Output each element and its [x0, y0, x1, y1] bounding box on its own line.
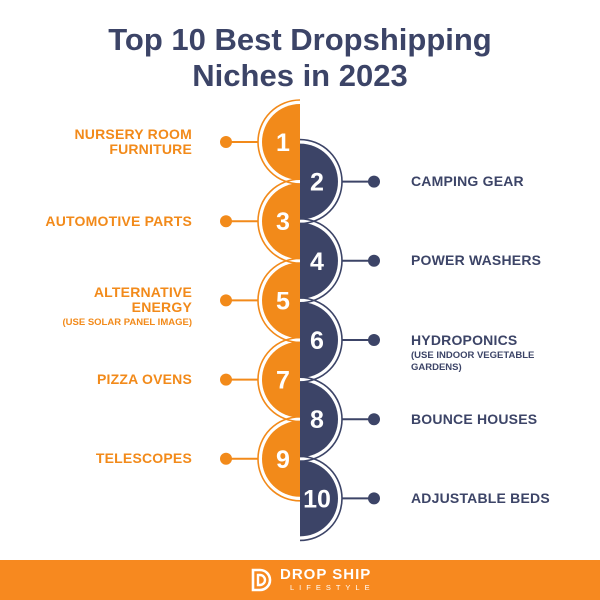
niche-10-dot [368, 492, 380, 505]
niche-8-dot [368, 413, 380, 426]
niche-5-half-disk [262, 262, 300, 339]
niche-2-dot [368, 175, 380, 188]
logo-line-2: LIFESTYLE [290, 583, 375, 592]
niche-10-node: 10 [299, 455, 380, 542]
niche-3-ring [257, 178, 301, 264]
niche-5-label-note: (USE SOLAR PANEL IMAGE) [62, 317, 193, 329]
niche-9-number: 9 [276, 446, 290, 474]
niche-3-half-disk [262, 183, 300, 260]
niche-8-label: BOUNCE HOUSES [411, 410, 581, 427]
niche-4-label-text: POWER WASHERS [411, 252, 542, 269]
niche-1-ring [257, 99, 301, 185]
niche-9-node: 9 [220, 416, 301, 502]
niche-5-node: 5 [220, 257, 301, 344]
niche-6-half-disk [300, 302, 338, 378]
footer-bar: DROP SHIP LIFESTYLE [0, 560, 600, 600]
niche-3-label-text: AUTOMOTIVE PARTS [45, 212, 192, 229]
niche-2-ring [299, 138, 343, 225]
niche-1-node: 1 [220, 99, 301, 185]
dropship-logo-icon [251, 568, 272, 592]
niche-1-dot [220, 136, 232, 148]
title-line-2: Niches in 2023 [192, 58, 408, 93]
niche-8-number: 8 [310, 406, 324, 434]
niche-3-dot [220, 215, 232, 228]
niche-10-ring [299, 455, 343, 542]
niche-3-label: AUTOMOTIVE PARTS [32, 212, 192, 229]
niche-9-dot [220, 452, 232, 465]
niche-6-node: 6 [299, 297, 380, 383]
niche-10-label: ADJUSTABLE BEDS [411, 489, 581, 506]
logo-line-1: DROP SHIP [280, 566, 372, 583]
niche-3-number: 3 [276, 208, 290, 236]
niche-9-half-disk [262, 420, 300, 497]
dropship-logo-text: DROP SHIP LIFESTYLE [280, 566, 375, 593]
niche-5-number: 5 [276, 287, 290, 315]
niche-8-label-text: BOUNCE HOUSES [411, 410, 538, 427]
niche-7-label-text: PIZZA OVENS [96, 371, 192, 388]
page-title: Top 10 Best Dropshipping Niches in 2023 [0, 22, 600, 94]
niche-1-label-text: NURSERY ROOM FURNITURE [74, 126, 192, 157]
niche-1-number: 1 [276, 129, 290, 157]
niche-10-label-text: ADJUSTABLE BEDS [411, 489, 550, 506]
niche-7-node: 7 [220, 336, 301, 423]
niche-2-label: CAMPING GEAR [411, 174, 581, 189]
niche-1-half-disk [262, 104, 300, 180]
niche-3-node: 3 [220, 178, 301, 264]
niche-7-half-disk [262, 341, 300, 418]
niche-2-node: 2 [299, 138, 380, 225]
niche-2-number: 2 [310, 169, 324, 197]
niche-7-label: PIZZA OVENS [32, 372, 192, 387]
niche-6-label: HYDROPONICS (USE INDOOR VEGETABLE GARDENS… [411, 331, 581, 374]
niche-10-number: 10 [303, 485, 331, 513]
niche-9-ring [257, 416, 301, 502]
niche-8-node: 8 [299, 376, 380, 462]
niche-9-label: TELESCOPES [32, 451, 192, 466]
niche-8-ring [299, 376, 343, 462]
niche-10-half-disk [300, 460, 338, 537]
niche-7-dot [220, 373, 232, 386]
niche-4-ring [299, 218, 343, 304]
niche-4-number: 4 [310, 248, 324, 276]
niche-2-label-text: CAMPING GEAR [411, 173, 524, 190]
niche-5-label: ALTERNATIVE ENERGY (USE SOLAR PANEL IMAGE… [32, 284, 193, 329]
niche-7-number: 7 [276, 367, 290, 395]
niche-1-label: NURSERY ROOM FURNITURE [32, 127, 192, 157]
niche-6-label-text: HYDROPONICS [411, 331, 518, 348]
niche-5-label-text: ALTERNATIVE ENERGY [93, 284, 192, 316]
niche-6-label-note: (USE INDOOR VEGETABLE GARDENS) [411, 349, 535, 373]
niche-8-half-disk [300, 381, 338, 458]
niche-9-label-text: TELESCOPES [95, 450, 192, 467]
niche-6-ring [299, 297, 343, 383]
niche-4-node: 4 [299, 218, 380, 304]
niche-4-dot [368, 254, 380, 267]
niche-5-dot [220, 294, 232, 307]
niche-4-label: POWER WASHERS [411, 253, 581, 268]
niche-6-dot [368, 334, 380, 346]
niche-7-ring [257, 336, 301, 423]
niche-6-number: 6 [310, 327, 324, 355]
title-line-1: Top 10 Best Dropshipping [108, 22, 492, 57]
niche-5-ring [257, 257, 301, 344]
niche-2-half-disk [300, 143, 338, 220]
niche-4-half-disk [300, 222, 338, 299]
